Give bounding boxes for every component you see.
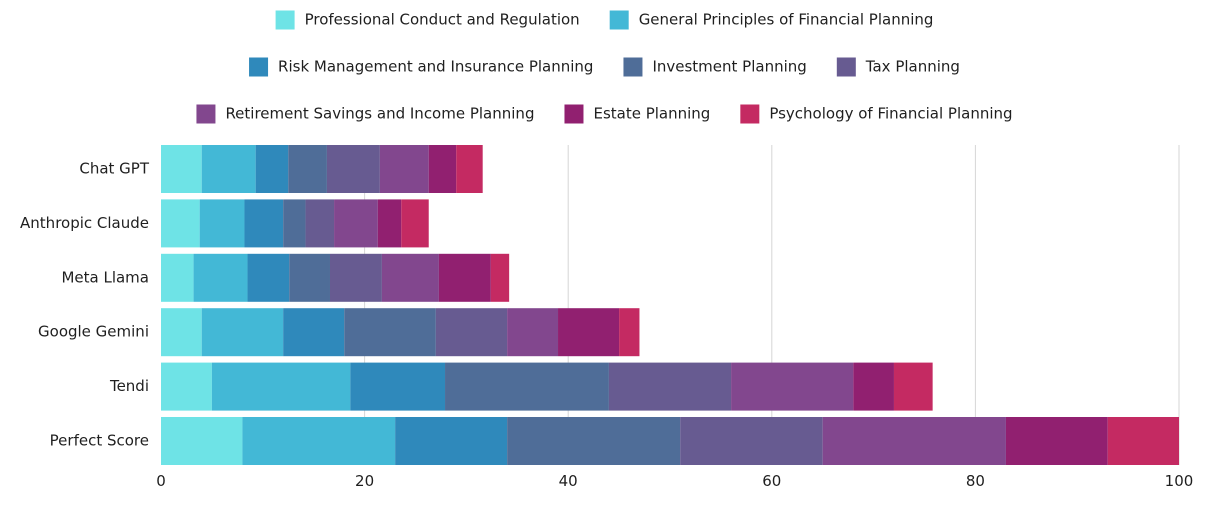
legend-swatch-general-principles-of-financial-planning	[609, 10, 629, 30]
bar-segment-perfect-score-tax-planning	[680, 417, 823, 465]
legend-swatch-tax-planning	[836, 57, 856, 77]
x-tick-label-80: 80	[966, 472, 985, 490]
category-labels: Chat GPT Anthropic Claude Meta Llama Google…	[20, 160, 150, 450]
bar-segment-perfect-score-retirement-savings-and-income-planning	[822, 417, 1006, 465]
category-label-tendi: Tendi	[109, 377, 149, 395]
bar-segment-meta-llama-general-principles-of-financial-planning	[193, 253, 248, 302]
x-tick-label-60: 60	[762, 472, 781, 490]
bar-segment-tendi-professional-conduct-and-regulation	[161, 362, 212, 411]
bar-segment-anthropic-claude-estate-planning	[377, 199, 402, 248]
bar-segment-meta-llama-investment-planning	[289, 253, 330, 302]
bar-row-chat-gpt	[161, 145, 483, 193]
bar-segment-anthropic-claude-tax-planning	[305, 199, 335, 248]
bar-row-perfect-score	[161, 417, 1179, 465]
bar-segment-perfect-score-investment-planning	[507, 417, 681, 465]
legend-label-risk-management-and-insurance-planning: Risk Management and Insurance Planning	[278, 58, 593, 76]
bars	[161, 145, 1179, 465]
bar-segment-meta-llama-retirement-savings-and-income-planning	[381, 253, 439, 302]
legend-swatch-psychology-of-financial-planning	[740, 104, 760, 124]
bar-segment-google-gemini-professional-conduct-and-regulation	[161, 308, 202, 357]
bar-segment-perfect-score-estate-planning	[1005, 417, 1108, 465]
bar-segment-google-gemini-risk-management-and-insurance-planning	[283, 308, 345, 357]
bar-segment-anthropic-claude-risk-management-and-insurance-planning	[244, 199, 284, 248]
legend-swatch-estate-planning	[564, 104, 584, 124]
bar-segment-anthropic-claude-professional-conduct-and-regulation	[161, 199, 200, 248]
bar-segment-meta-llama-professional-conduct-and-regulation	[161, 253, 194, 302]
x-tick-label-0: 0	[156, 472, 166, 490]
legend: Professional Conduct and Regulation Gener…	[196, 10, 1013, 124]
category-label-meta-llama: Meta Llama	[61, 268, 149, 286]
bar-segment-anthropic-claude-investment-planning	[283, 199, 306, 248]
bar-segment-tendi-estate-planning	[853, 362, 894, 411]
bar-row-google-gemini	[161, 308, 640, 357]
bar-segment-google-gemini-estate-planning	[558, 308, 620, 357]
bar-segment-perfect-score-general-principles-of-financial-planning	[242, 417, 396, 465]
x-tick-label-20: 20	[355, 472, 374, 490]
bar-segment-chat-gpt-retirement-savings-and-income-planning	[379, 145, 429, 193]
bar-segment-chat-gpt-investment-planning	[288, 145, 327, 193]
bar-segment-meta-llama-risk-management-and-insurance-planning	[247, 253, 290, 302]
category-label-google-gemini: Google Gemini	[38, 323, 149, 341]
legend-swatch-professional-conduct-and-regulation	[275, 10, 295, 30]
bar-row-tendi	[161, 362, 933, 411]
bar-segment-chat-gpt-professional-conduct-and-regulation	[161, 145, 202, 193]
legend-swatch-risk-management-and-insurance-planning	[249, 57, 269, 77]
x-tick-label-40: 40	[559, 472, 578, 490]
bar-segment-google-gemini-investment-planning	[344, 308, 436, 357]
category-label-chat-gpt: Chat GPT	[79, 160, 149, 178]
legend-swatch-investment-planning	[623, 57, 643, 77]
bar-segment-chat-gpt-psychology-of-financial-planning	[456, 145, 483, 193]
bar-segment-google-gemini-psychology-of-financial-planning	[619, 308, 640, 357]
bar-segment-meta-llama-psychology-of-financial-planning	[490, 253, 510, 302]
bar-segment-tendi-risk-management-and-insurance-planning	[350, 362, 446, 411]
legend-label-estate-planning: Estate Planning	[593, 105, 710, 123]
bar-segment-anthropic-claude-psychology-of-financial-planning	[401, 199, 429, 248]
bar-segment-meta-llama-tax-planning	[329, 253, 382, 302]
bar-segment-anthropic-claude-retirement-savings-and-income-planning	[334, 199, 378, 248]
bar-segment-google-gemini-tax-planning	[435, 308, 508, 357]
x-tick-label-100: 100	[1165, 472, 1194, 490]
bar-segment-tendi-psychology-of-financial-planning	[893, 362, 933, 411]
bar-segment-chat-gpt-risk-management-and-insurance-planning	[255, 145, 289, 193]
bar-segment-tendi-retirement-savings-and-income-planning	[731, 362, 854, 411]
bar-segment-perfect-score-psychology-of-financial-planning	[1107, 417, 1179, 465]
legend-label-general-principles-of-financial-planning: General Principles of Financial Planning	[639, 11, 934, 29]
bar-segment-meta-llama-estate-planning	[438, 253, 491, 302]
category-label-anthropic-claude: Anthropic Claude	[20, 214, 149, 232]
legend-label-investment-planning: Investment Planning	[652, 58, 806, 76]
bar-segment-google-gemini-retirement-savings-and-income-planning	[507, 308, 559, 357]
bar-row-anthropic-claude	[161, 199, 429, 248]
bar-segment-chat-gpt-estate-planning	[428, 145, 457, 193]
bar-segment-chat-gpt-tax-planning	[326, 145, 380, 193]
bar-row-meta-llama	[161, 253, 510, 302]
gridlines	[364, 145, 1180, 465]
legend-label-professional-conduct-and-regulation: Professional Conduct and Regulation	[305, 11, 580, 29]
legend-label-retirement-savings-and-income-planning: Retirement Savings and Income Planning	[225, 105, 534, 123]
bar-segment-google-gemini-general-principles-of-financial-planning	[201, 308, 284, 357]
bar-segment-tendi-investment-planning	[445, 362, 609, 411]
bar-segment-perfect-score-professional-conduct-and-regulation	[161, 417, 243, 465]
legend-label-psychology-of-financial-planning: Psychology of Financial Planning	[769, 105, 1012, 123]
bar-segment-perfect-score-risk-management-and-insurance-planning	[395, 417, 508, 465]
bar-segment-chat-gpt-general-principles-of-financial-planning	[201, 145, 256, 193]
legend-swatch-retirement-savings-and-income-planning	[196, 104, 216, 124]
bar-segment-tendi-tax-planning	[608, 362, 732, 411]
category-label-perfect-score: Perfect Score	[50, 432, 149, 450]
bar-segment-anthropic-claude-general-principles-of-financial-planning	[199, 199, 245, 248]
legend-label-tax-planning: Tax Planning	[865, 58, 960, 76]
x-axis-ticks: 0 20 40 60 80 100	[156, 472, 1193, 490]
bar-segment-tendi-general-principles-of-financial-planning	[211, 362, 351, 411]
